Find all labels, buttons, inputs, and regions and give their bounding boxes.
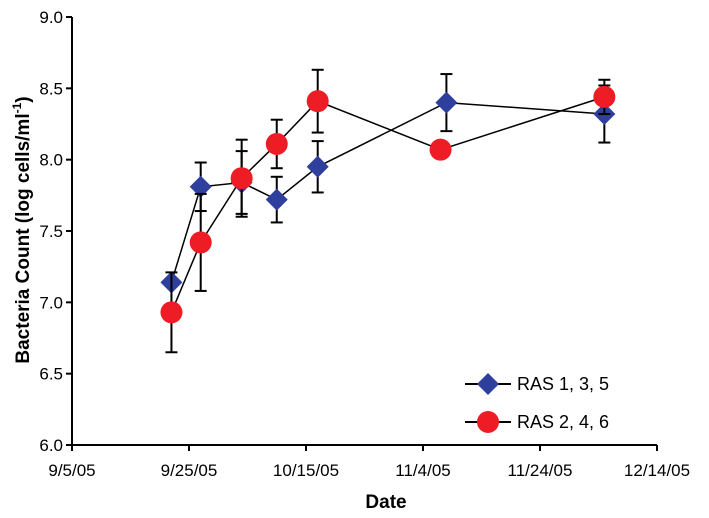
x-tick-label: 12/14/05 — [624, 461, 690, 480]
y-axis-title-superscript: -1 — [10, 102, 24, 113]
legend-marker — [477, 373, 499, 395]
data-point — [160, 301, 183, 324]
data-point — [189, 175, 212, 198]
series-1 — [160, 73, 616, 294]
data-point — [429, 138, 452, 161]
x-axis-title: Date — [365, 492, 406, 513]
legend-label: RAS 1, 3, 5 — [517, 374, 609, 394]
data-point — [593, 85, 616, 108]
y-tick-label: 8.0 — [39, 151, 63, 170]
series-2 — [160, 68, 616, 354]
legend-marker — [477, 411, 499, 433]
data-point — [189, 231, 212, 254]
y-axis-title-main: Bacteria Count (log cells/ml — [13, 113, 34, 363]
x-tick-label: 9/25/05 — [161, 461, 218, 480]
data-point — [265, 132, 288, 155]
data-point — [435, 91, 458, 114]
x-tick-label: 11/24/05 — [508, 461, 573, 480]
y-tick-label: 6.5 — [39, 365, 63, 384]
y-tick-label: 9.0 — [39, 8, 63, 27]
y-tick-label: 7.0 — [39, 293, 63, 312]
y-tick-label: 7.5 — [39, 222, 63, 241]
data-point — [306, 90, 329, 113]
x-tick-label: 9/5/05 — [48, 461, 95, 480]
y-tick-label: 8.5 — [39, 79, 63, 98]
y-axis-title-close: ) — [13, 96, 34, 102]
data-point — [230, 167, 253, 190]
y-axis-title: Bacteria Count (log cells/ml-1) — [10, 96, 34, 363]
data-point — [265, 188, 288, 211]
data-point — [306, 155, 329, 178]
x-tick-label: 10/15/05 — [273, 461, 339, 480]
legend-label: RAS 2, 4, 6 — [517, 412, 609, 432]
x-tick-label: 11/4/05 — [395, 461, 450, 480]
y-tick-label: 6.0 — [39, 436, 63, 455]
series-line — [170, 96, 605, 313]
